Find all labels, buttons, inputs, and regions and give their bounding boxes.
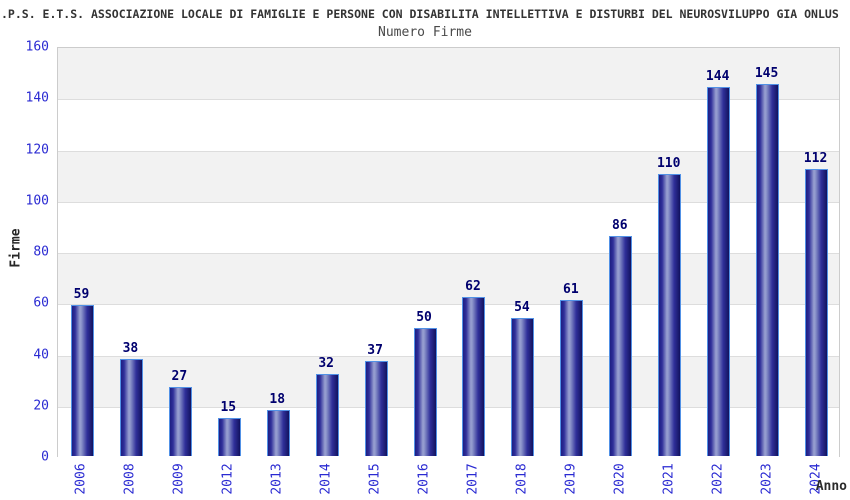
x-tick-label: 2018 <box>514 463 530 495</box>
bar <box>462 297 486 456</box>
x-tick-label: 2023 <box>759 463 775 495</box>
bar-value-label: 59 <box>73 286 90 302</box>
y-tick-label: 80 <box>33 244 49 260</box>
chart-title: .P.S. E.T.S. ASSOCIAZIONE LOCALE DI FAMI… <box>1 7 839 21</box>
bar-value-label: 110 <box>656 156 681 172</box>
bar-value-label: 86 <box>611 217 628 233</box>
y-tick-label: 40 <box>33 347 49 362</box>
bar-value-label: 62 <box>465 279 481 295</box>
bar-value-label: 145 <box>754 66 779 82</box>
gridline <box>58 201 839 203</box>
x-tick-label: 2012 <box>220 463 236 495</box>
bar-value-label: 37 <box>367 343 383 359</box>
bar <box>119 358 143 456</box>
x-tick-label: 2008 <box>122 463 138 495</box>
x-tick-label: 2015 <box>367 463 383 495</box>
bar <box>168 386 192 456</box>
bar-value-label: 50 <box>416 309 432 325</box>
x-tick-label: 2014 <box>318 463 334 495</box>
bar <box>70 304 94 456</box>
x-axis-title: Anno <box>815 479 847 494</box>
bar-value-label: 144 <box>705 69 730 84</box>
bar <box>511 317 535 456</box>
bar <box>805 169 829 456</box>
bar <box>217 417 241 456</box>
bar <box>756 84 780 456</box>
gridline <box>58 150 839 152</box>
y-tick-label: 100 <box>25 193 49 209</box>
bar <box>707 87 731 456</box>
y-tick-label: 60 <box>33 295 49 311</box>
x-tick-label: 2009 <box>171 463 187 495</box>
gridline <box>58 355 839 357</box>
x-tick-label: 2013 <box>269 463 285 495</box>
bar-value-label: 61 <box>563 281 579 297</box>
bar <box>413 327 437 456</box>
y-tick-label: 20 <box>33 398 49 414</box>
bar <box>560 299 584 456</box>
x-tick-label: 2019 <box>563 463 579 495</box>
bar-value-label: 15 <box>220 399 237 415</box>
x-tick-label: 2006 <box>73 463 89 495</box>
bar-value-label: 112 <box>803 151 828 166</box>
y-tick-label: 120 <box>25 142 49 157</box>
x-tick-label: 2016 <box>416 463 432 495</box>
x-tick-label: 2020 <box>612 463 628 495</box>
x-tick-label: 2022 <box>710 463 726 495</box>
bar <box>658 174 682 456</box>
gridline <box>58 304 839 306</box>
gridline <box>58 99 839 101</box>
bar <box>266 409 290 456</box>
y-axis-title: Firme <box>8 228 24 268</box>
bar-value-label: 54 <box>514 299 530 315</box>
bar <box>315 374 339 456</box>
plot-area <box>57 47 840 458</box>
chart-subtitle: Numero Firme <box>378 25 472 40</box>
y-tick-label: 140 <box>25 90 49 106</box>
bar <box>364 361 388 456</box>
gridline <box>58 253 839 254</box>
x-tick-label: 2021 <box>661 463 677 495</box>
x-tick-label: 2017 <box>465 463 481 495</box>
bar-value-label: 27 <box>171 368 188 384</box>
y-tick-label: 160 <box>25 39 49 55</box>
gridline <box>58 406 839 408</box>
y-tick-label: 0 <box>41 449 49 465</box>
bar-value-label: 38 <box>122 340 139 356</box>
bar-value-label: 32 <box>318 356 334 371</box>
bar-value-label: 18 <box>269 391 286 407</box>
bar <box>609 235 633 456</box>
